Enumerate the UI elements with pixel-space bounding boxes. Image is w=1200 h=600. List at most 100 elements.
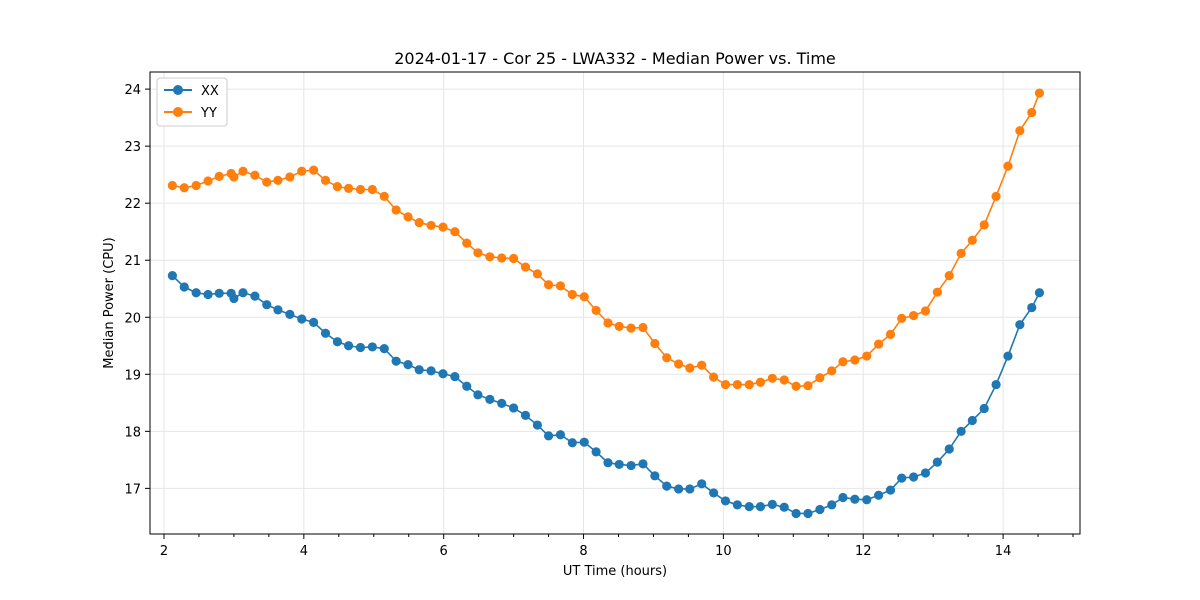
data-point-yy: [755, 377, 766, 387]
data-point-xx: [320, 328, 331, 338]
data-point-xx: [391, 356, 401, 366]
data-point-xx: [732, 500, 742, 510]
data-point-xx: [838, 492, 848, 503]
data-point-yy: [543, 280, 554, 290]
data-point-yy: [297, 166, 307, 176]
data-point-xx: [403, 360, 413, 370]
data-point-xx: [932, 457, 942, 467]
y-axis-title: Median Power (CPU): [102, 237, 117, 368]
data-point-xx: [367, 342, 377, 352]
data-point-yy: [367, 184, 377, 195]
data-point-xx: [744, 502, 754, 512]
data-point-yy: [662, 353, 672, 363]
data-point-xx: [991, 379, 1001, 390]
data-point-yy: [1034, 88, 1045, 98]
data-point-yy: [920, 306, 931, 316]
data-point-yy: [685, 363, 695, 373]
data-point-yy: [403, 212, 413, 222]
data-point-yy: [908, 310, 919, 321]
x-tick-label: 8: [579, 544, 587, 559]
y-tick-label: 24: [124, 83, 141, 98]
data-point-yy: [332, 182, 342, 192]
data-point-xx: [379, 344, 389, 354]
data-point-yy: [1015, 126, 1025, 136]
data-point-yy: [438, 222, 448, 232]
y-tick-label: 17: [124, 482, 141, 497]
data-point-xx: [967, 415, 977, 426]
data-point-xx: [555, 430, 566, 440]
data-point-yy: [932, 287, 942, 297]
data-point-xx: [450, 371, 460, 382]
chart-title: 2024-01-17 - Cor 25 - LWA332 - Median Po…: [394, 49, 836, 68]
legend-marker-xx: [173, 85, 183, 95]
data-point-xx: [850, 494, 860, 504]
data-point-yy: [391, 205, 401, 215]
data-point-xx: [803, 508, 813, 519]
data-point-xx: [229, 293, 239, 304]
data-point-yy: [273, 175, 283, 185]
data-point-yy: [791, 381, 801, 391]
data-point-yy: [229, 172, 239, 182]
data-point-yy: [815, 373, 825, 383]
data-point-yy: [650, 338, 660, 349]
data-point-yy: [979, 220, 989, 230]
data-point-yy: [450, 227, 460, 237]
data-point-xx: [203, 289, 213, 300]
data-point-yy: [991, 191, 1001, 201]
data-point-xx: [414, 365, 424, 375]
data-point-yy: [262, 177, 272, 187]
data-point-xx: [862, 495, 872, 505]
data-point-xx: [827, 500, 837, 510]
x-axis-title: UT Time (hours): [563, 564, 667, 579]
data-point-xx: [1027, 302, 1037, 313]
data-point-yy: [179, 183, 189, 193]
data-point-yy: [944, 271, 954, 281]
data-point-xx: [214, 288, 224, 298]
data-point-yy: [897, 313, 907, 323]
data-point-xx: [767, 499, 777, 509]
y-tick-label: 21: [124, 254, 141, 269]
legend-label-xx: XX: [201, 84, 219, 99]
y-tick-label: 20: [124, 311, 141, 326]
data-point-xx: [708, 488, 719, 498]
data-point-yy: [720, 379, 731, 390]
data-point-xx: [979, 403, 989, 414]
data-point-yy: [567, 289, 577, 300]
data-point-yy: [862, 351, 872, 361]
data-point-yy: [532, 269, 542, 279]
data-point-xx: [650, 471, 660, 481]
y-tick-label: 19: [124, 368, 141, 383]
data-point-yy: [874, 339, 884, 349]
series-line-xx: [171, 275, 1041, 515]
legend-marker-yy: [173, 107, 183, 117]
data-point-yy: [1003, 161, 1013, 171]
data-point-yy: [167, 180, 177, 191]
data-point-yy: [579, 292, 589, 302]
data-point-xx: [285, 309, 295, 320]
data-point-yy: [509, 253, 519, 264]
data-point-xx: [720, 496, 731, 506]
series-layer: [167, 88, 1045, 519]
data-point-xx: [191, 288, 201, 298]
data-point-yy: [614, 321, 624, 331]
data-point-xx: [908, 472, 919, 482]
data-point-yy: [885, 329, 896, 339]
data-point-yy: [238, 166, 248, 176]
data-point-xx: [543, 431, 554, 441]
data-point-yy: [744, 379, 754, 390]
data-point-yy: [967, 235, 977, 245]
data-point-xx: [697, 479, 707, 489]
data-point-xx: [238, 288, 248, 298]
data-point-xx: [874, 490, 884, 500]
data-point-xx: [309, 317, 319, 327]
data-point-yy: [191, 180, 201, 191]
data-point-yy: [462, 238, 472, 248]
data-point-yy: [520, 262, 531, 272]
data-point-yy: [426, 220, 436, 231]
data-point-xx: [167, 271, 177, 281]
data-point-xx: [509, 403, 519, 413]
data-point-xx: [273, 305, 283, 315]
y-tick-label: 23: [124, 140, 141, 155]
